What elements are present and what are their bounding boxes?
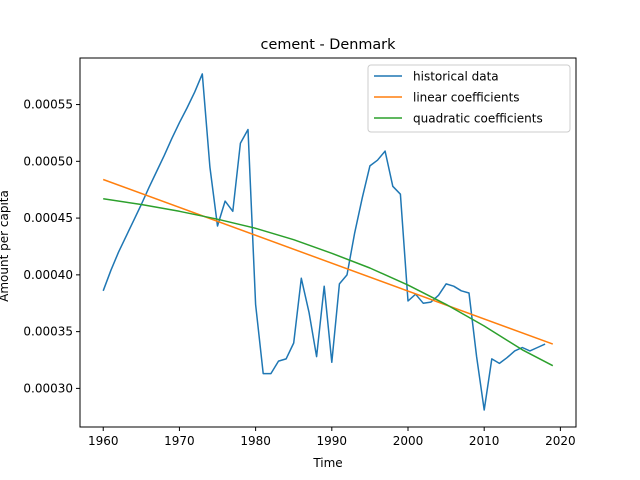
x-tick-label: 1980	[240, 434, 271, 448]
series-line-2	[103, 198, 554, 367]
y-tick-label: 0.00045	[23, 211, 73, 225]
legend-label-1: linear coefficients	[413, 91, 520, 105]
y-tick-label: 0.00040	[23, 268, 73, 282]
x-axis: 1960 1970 1980 1990 2000 2010 2020	[88, 427, 576, 448]
y-tick-label: 0.00050	[23, 154, 73, 168]
x-tick-label: 2010	[469, 434, 500, 448]
y-axis-label: Amount per capita	[0, 190, 11, 302]
x-axis-label: Time	[312, 456, 342, 470]
x-tick-label: 2000	[393, 434, 424, 448]
x-tick-label: 1960	[88, 434, 119, 448]
chart-title: cement - Denmark	[261, 37, 397, 53]
y-tick-label: 0.00030	[23, 381, 73, 395]
plot-area	[102, 73, 554, 411]
x-tick-label: 2020	[545, 434, 576, 448]
legend-box	[367, 64, 571, 133]
y-axis: 0.00030 0.00035 0.00040 0.00045 0.00050 0.000…	[23, 98, 80, 395]
y-tick-label: 0.00055	[23, 98, 73, 112]
plot-frame	[79, 57, 577, 428]
series-line-1	[102, 178, 554, 345]
legend-label-0: historical data	[413, 70, 499, 84]
legend-label-2: quadratic coefficients	[413, 112, 543, 126]
x-tick-label: 1970	[164, 434, 195, 448]
y-tick-label: 0.00035	[23, 325, 73, 339]
x-tick-label: 1990	[317, 434, 348, 448]
legend: historical data linear coefficients quadra…	[367, 64, 571, 133]
